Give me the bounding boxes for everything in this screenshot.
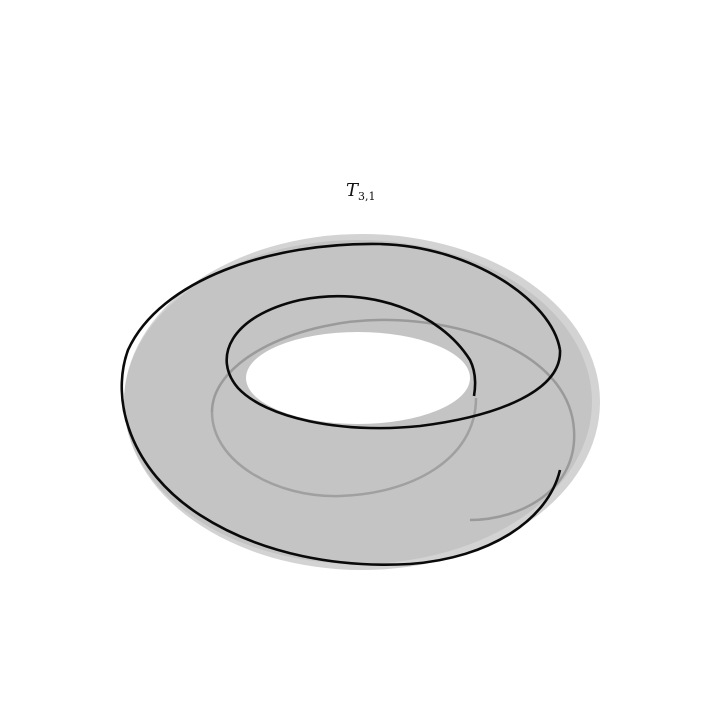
- title-subscript: 3,1: [358, 190, 376, 203]
- knot-outer-strand: [120, 242, 562, 566]
- knot-hidden-strand: [210, 318, 576, 522]
- knot-hidden-strand-inner: [210, 397, 478, 498]
- diagram-title: T3,1: [346, 180, 376, 203]
- knot-inner-strand: [225, 294, 562, 430]
- title-main: T: [346, 180, 360, 201]
- torus-hole: [246, 332, 470, 424]
